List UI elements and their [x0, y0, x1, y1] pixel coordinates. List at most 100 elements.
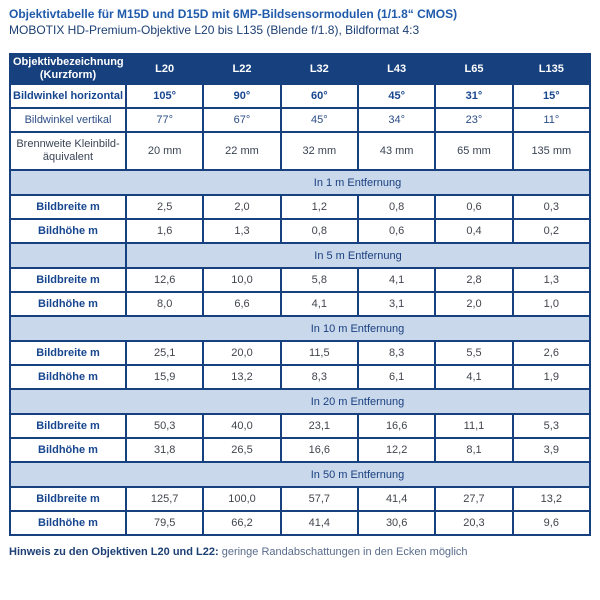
row-label-brennweite: Brennweite Kleinbild- äquivalent [9, 131, 127, 172]
section-band-spacer [9, 315, 126, 343]
value-cell: 9,6 [511, 510, 592, 537]
value-cell: 100,0 [202, 486, 282, 513]
value-cell: 31,8 [124, 437, 205, 464]
value-cell: 57,7 [279, 486, 359, 513]
value-cell: 23° [434, 107, 514, 134]
value-cell: 26,5 [202, 437, 282, 464]
data-row: Bildhöhe m 15,9 13,2 8,3 6,1 4,1 1,9 [9, 364, 592, 391]
value-cell: 65 mm [434, 131, 514, 172]
value-cell: 25,1 [124, 340, 205, 367]
section-band-20m: In 20 m Entfernung [9, 388, 591, 416]
value-cell: 1,3 [202, 218, 282, 245]
value-cell: 67° [202, 107, 282, 134]
row-label-bildwinkel-horizontal: Bildwinkel horizontal [9, 83, 127, 110]
section-heading-20m: In 20 m Entfernung [125, 388, 591, 416]
column-header-l32: L32 [279, 52, 359, 86]
value-cell: 1,2 [279, 194, 359, 221]
value-cell: 27,7 [434, 486, 514, 513]
section-band-spacer [9, 461, 126, 489]
value-cell: 2,0 [202, 194, 282, 221]
value-cell: 40,0 [202, 413, 282, 440]
value-cell: 8,1 [434, 437, 514, 464]
value-cell: 20,3 [434, 510, 514, 537]
value-cell: 3,1 [356, 291, 437, 318]
value-cell: 1,6 [124, 218, 205, 245]
spec-row-bildwinkel-horizontal: Bildwinkel horizontal 105° 90° 60° 45° 3… [9, 83, 592, 110]
value-cell: 0,6 [356, 218, 437, 245]
section-band-5m: In 5 m Entfernung [9, 242, 591, 270]
data-row: Bildhöhe m 8,0 6,6 4,1 3,1 2,0 1,0 [9, 291, 592, 318]
column-header-l22: L22 [202, 52, 282, 86]
footnote: Hinweis zu den Objektiven L20 und L22: g… [9, 545, 591, 559]
value-cell: 1,0 [511, 291, 592, 318]
row-label-bildwinkel-vertikal: Bildwinkel vertikal [9, 107, 127, 134]
value-cell: 60° [279, 83, 359, 110]
value-cell: 8,3 [279, 364, 359, 391]
value-cell: 0,2 [511, 218, 592, 245]
row-label-bildhoehe: Bildhöhe m [9, 510, 127, 537]
value-cell: 0,6 [434, 194, 514, 221]
lens-table: Objektivbezeichnung (Kurzform) L20 L22 L… [9, 52, 592, 537]
value-cell: 15,9 [124, 364, 205, 391]
value-cell: 3,9 [511, 437, 592, 464]
row-label-bildbreite: Bildbreite m [9, 194, 127, 221]
column-header-l65: L65 [434, 52, 514, 86]
section-band-10m: In 10 m Entfernung [9, 315, 591, 343]
header-row: Objektivbezeichnung (Kurzform) L20 L22 L… [9, 52, 592, 86]
row-label-bildbreite: Bildbreite m [9, 340, 127, 367]
value-cell: 13,2 [202, 364, 282, 391]
section-band-spacer [9, 242, 127, 270]
value-cell: 1,9 [511, 364, 592, 391]
value-cell: 23,1 [279, 413, 359, 440]
spec-row-bildwinkel-vertikal: Bildwinkel vertikal 77° 67° 45° 34° 23° … [9, 107, 592, 134]
value-cell: 11,1 [434, 413, 514, 440]
value-cell: 34° [356, 107, 437, 134]
row-label-bildhoehe: Bildhöhe m [9, 218, 127, 245]
value-cell: 31° [434, 83, 514, 110]
doc-title: Objektivtabelle für M15D und D15D mit 6M… [9, 7, 458, 21]
value-cell: 77° [124, 107, 205, 134]
data-row: Bildbreite m 12,6 10,0 5,8 4,1 2,8 1,3 [9, 267, 592, 294]
value-cell: 5,3 [511, 413, 592, 440]
spec-row-brennweite: Brennweite Kleinbild- äquivalent 20 mm 2… [9, 131, 592, 172]
value-cell: 6,1 [356, 364, 437, 391]
page: Objektivtabelle für M15D und D15D mit 6M… [9, 7, 592, 559]
value-cell: 66,2 [202, 510, 282, 537]
data-row: Bildhöhe m 79,5 66,2 41,4 30,6 20,3 9,6 [9, 510, 592, 537]
value-cell: 22 mm [202, 131, 282, 172]
row-label-bildhoehe: Bildhöhe m [9, 364, 127, 391]
value-cell: 2,8 [434, 267, 514, 294]
value-cell: 4,1 [279, 291, 359, 318]
value-cell: 16,6 [279, 437, 359, 464]
row-label-bildbreite: Bildbreite m [9, 486, 127, 513]
footnote-text: geringe Randabschattungen in den Ecken m… [221, 546, 468, 559]
data-row: Bildhöhe m 31,8 26,5 16,6 12,2 8,1 3,9 [9, 437, 592, 464]
value-cell: 11° [511, 107, 592, 134]
value-cell: 10,0 [202, 267, 282, 294]
row-label-bildbreite: Bildbreite m [9, 267, 127, 294]
value-cell: 125,7 [124, 486, 205, 513]
value-cell: 0,8 [356, 194, 437, 221]
value-cell: 2,6 [511, 340, 592, 367]
row-label-bildhoehe: Bildhöhe m [9, 437, 127, 464]
section-band-spacer [9, 169, 126, 197]
value-cell: 11,5 [279, 340, 359, 367]
value-cell: 79,5 [124, 510, 205, 537]
value-cell: 50,3 [124, 413, 205, 440]
value-cell: 8,0 [124, 291, 205, 318]
value-cell: 0,8 [279, 218, 359, 245]
header-objektivbezeichnung: Objektivbezeichnung (Kurzform) [9, 52, 127, 86]
value-cell: 45° [356, 83, 437, 110]
value-cell: 43 mm [356, 131, 437, 172]
doc-subtitle: MOBOTIX HD-Premium-Objektive L20 bis L13… [9, 23, 420, 37]
section-heading-50m: In 50 m Entfernung [125, 461, 591, 489]
value-cell: 4,1 [356, 267, 437, 294]
value-cell: 20,0 [202, 340, 282, 367]
data-row: Bildbreite m 50,3 40,0 23,1 16,6 11,1 5,… [9, 413, 592, 440]
column-header-l43: L43 [356, 52, 437, 86]
section-heading-1m: In 1 m Entfernung [125, 169, 591, 197]
value-cell: 13,2 [511, 486, 592, 513]
value-cell: 1,3 [511, 267, 592, 294]
value-cell: 15° [511, 83, 592, 110]
value-cell: 41,4 [356, 486, 437, 513]
